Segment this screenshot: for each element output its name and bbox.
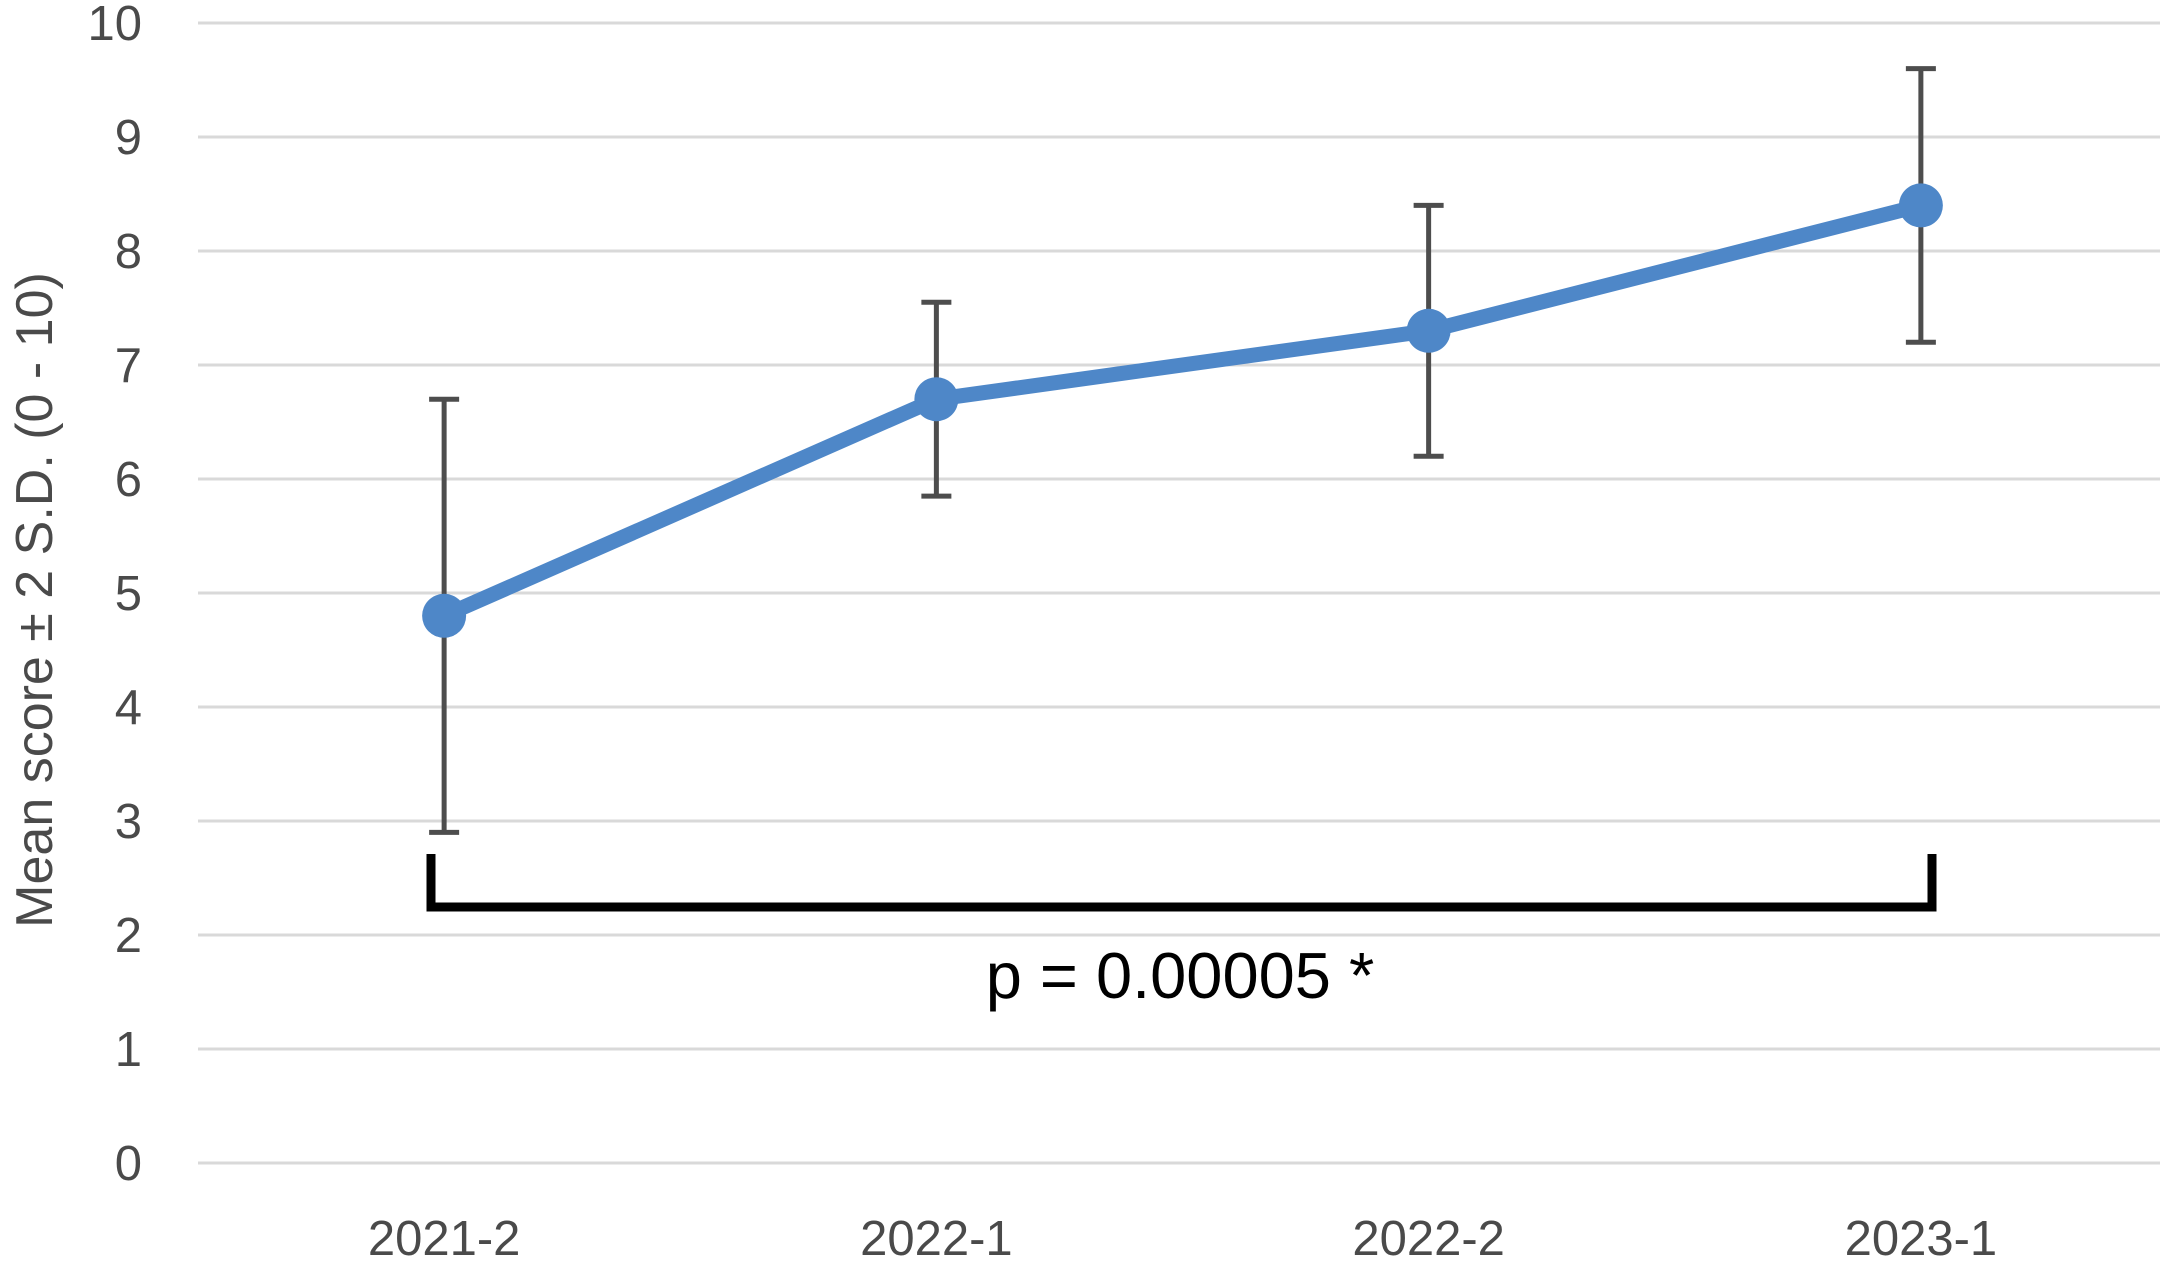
data-point-marker <box>914 377 959 422</box>
y-tick-label: 9 <box>115 111 142 165</box>
y-tick-label: 7 <box>115 339 142 393</box>
y-tick-label: 8 <box>115 225 142 279</box>
x-tick-label: 2022-2 <box>1352 1212 1505 1261</box>
y-tick-label: 1 <box>115 1023 142 1077</box>
x-tick-label: 2022-1 <box>860 1212 1013 1261</box>
significance-bracket <box>426 854 1937 912</box>
y-tick-label: 2 <box>115 909 142 963</box>
series-line-group <box>422 183 1943 638</box>
y-tick-label: 0 <box>115 1137 142 1191</box>
data-point-marker <box>1898 183 1943 228</box>
series-line <box>436 197 1929 624</box>
x-tick-label: 2023-1 <box>1845 1212 1998 1261</box>
x-tick-label: 2021-2 <box>368 1212 521 1261</box>
data-point-marker <box>422 593 467 638</box>
y-tick-label: 10 <box>87 0 142 51</box>
p-value-label: p = 0.00005 * <box>986 939 1375 1012</box>
gridlines <box>198 21 2160 1165</box>
y-axis-title: Mean score ± 2 S.D. (0 - 10) <box>6 272 64 928</box>
error-bars <box>429 66 1936 835</box>
y-axis-tick-labels: 0 1 2 3 4 5 6 7 8 9 10 <box>87 0 142 1191</box>
y-tick-label: 4 <box>115 681 142 735</box>
y-tick-label: 5 <box>115 567 142 621</box>
data-point-marker <box>1406 308 1451 353</box>
x-axis-tick-labels: 2021-2 2022-1 2022-2 2023-1 <box>368 1212 1997 1261</box>
y-tick-label: 6 <box>115 453 142 507</box>
y-tick-label: 3 <box>115 795 142 849</box>
